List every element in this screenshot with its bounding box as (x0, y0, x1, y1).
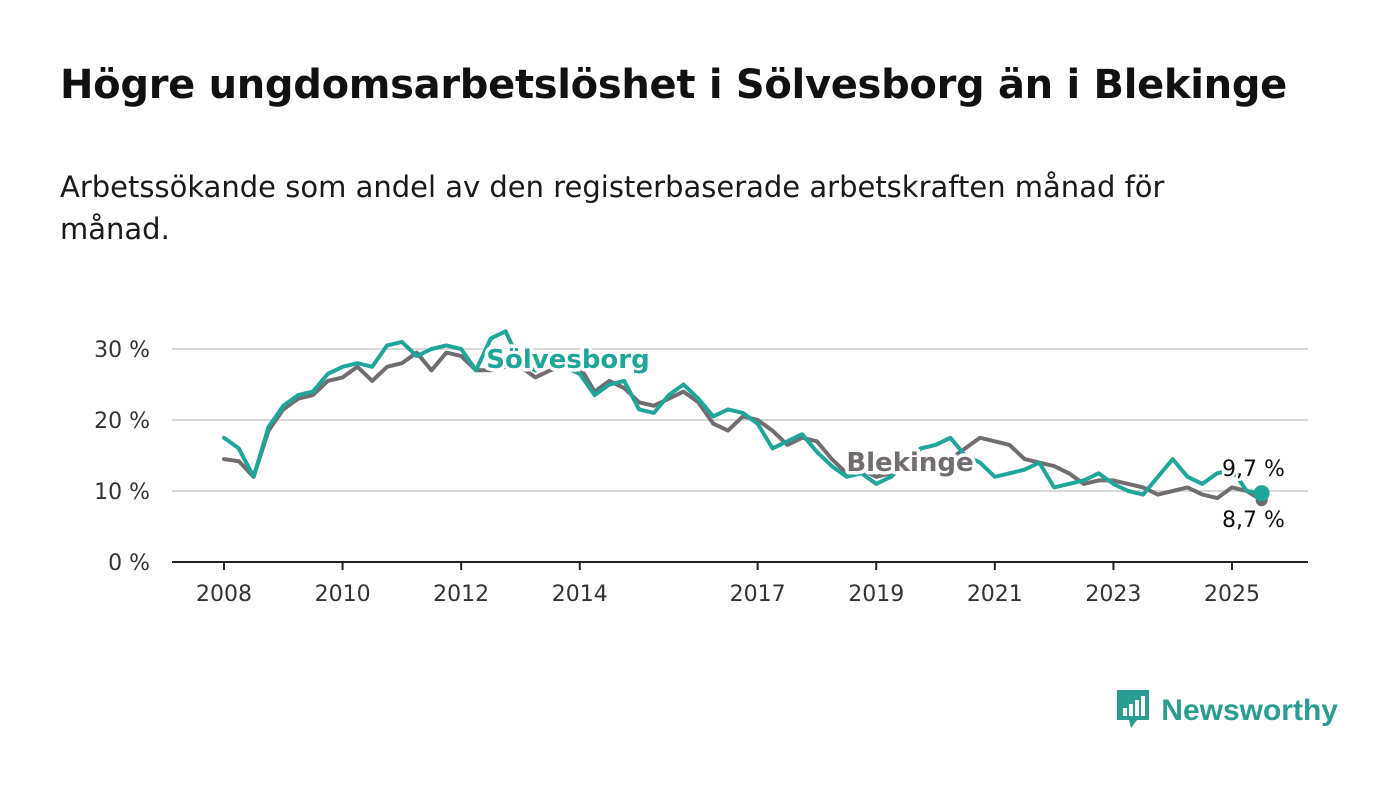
series-name-sölvesborg: Sölvesborg (486, 345, 649, 375)
series-lines (222, 329, 1270, 507)
end-value-label-sölvesborg: 9,7 % (1222, 457, 1285, 482)
series-line-blekinge (222, 350, 1264, 503)
newsworthy-chart-icon (1115, 688, 1151, 734)
y-tick-label: 10 % (94, 480, 150, 505)
y-tick-label: 0 % (108, 551, 150, 576)
end-point-sölvesborg (1253, 485, 1270, 502)
series-line-sölvesborg (222, 329, 1264, 497)
y-tick-label: 20 % (94, 409, 150, 434)
x-tick-label: 2017 (730, 582, 786, 607)
x-tick-label: 2012 (433, 582, 489, 607)
x-tick-label: 2010 (315, 582, 371, 607)
chart-title: Högre ungdomsarbetslöshet i Sölvesborg ä… (60, 62, 1287, 108)
series-name-blekinge: Blekinge (846, 448, 973, 478)
newsworthy-logo: Newsworthy (1115, 688, 1338, 734)
x-tick-label: 2021 (967, 582, 1023, 607)
x-tick-label: 2014 (552, 582, 608, 607)
x-tick-label: 2019 (848, 582, 904, 607)
x-tick-label: 2008 (196, 582, 252, 607)
x-tick-label: 2025 (1204, 582, 1260, 607)
chart-subtitle: Arbetssökande som andel av den registerb… (60, 170, 1165, 246)
y-tick-label: 30 % (94, 338, 150, 363)
end-value-label-blekinge: 8,7 % (1222, 508, 1285, 533)
x-axis-ticks: 2008 2010 2012 2014 2017 2019 2021 2023 2025 (196, 562, 1260, 607)
logo-text: Newsworthy (1161, 694, 1338, 727)
y-axis-ticks: 0 % 10 % 20 % 30 % (94, 338, 150, 576)
x-tick-label: 2023 (1085, 582, 1141, 607)
series-labels: Blekinge Sölvesborg 8,7 % 9,7 % (483, 342, 1288, 536)
